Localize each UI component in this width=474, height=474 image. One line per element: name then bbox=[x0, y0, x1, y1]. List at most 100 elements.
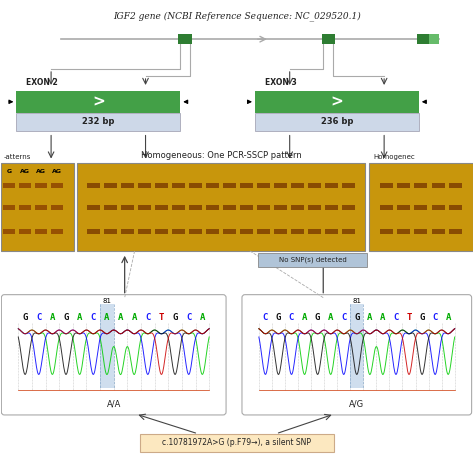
Bar bbox=[369, 164, 473, 251]
Bar bbox=[240, 205, 253, 210]
Text: G: G bbox=[419, 313, 425, 322]
Bar bbox=[449, 205, 462, 210]
Text: G: G bbox=[315, 313, 320, 322]
Bar bbox=[417, 34, 429, 44]
Bar bbox=[206, 205, 219, 210]
Text: AG: AG bbox=[20, 169, 30, 174]
Bar bbox=[240, 229, 253, 234]
Bar bbox=[104, 182, 117, 188]
Bar bbox=[308, 229, 321, 234]
Text: EXON 3: EXON 3 bbox=[265, 78, 297, 87]
Bar bbox=[380, 182, 393, 188]
FancyBboxPatch shape bbox=[1, 295, 226, 415]
Bar bbox=[397, 205, 410, 210]
Bar bbox=[206, 182, 219, 188]
Text: G: G bbox=[64, 313, 69, 322]
Bar bbox=[350, 304, 364, 388]
Bar bbox=[35, 205, 47, 210]
FancyBboxPatch shape bbox=[242, 295, 472, 415]
Bar bbox=[189, 182, 202, 188]
Bar bbox=[291, 182, 304, 188]
Text: A/G: A/G bbox=[349, 400, 365, 409]
Bar bbox=[51, 229, 63, 234]
Bar bbox=[223, 182, 236, 188]
Text: >: > bbox=[92, 94, 105, 109]
Bar bbox=[342, 182, 355, 188]
Bar bbox=[342, 205, 355, 210]
Bar bbox=[223, 229, 236, 234]
Bar bbox=[325, 182, 338, 188]
Bar bbox=[155, 229, 168, 234]
Bar bbox=[223, 205, 236, 210]
Bar bbox=[449, 229, 462, 234]
Text: C: C bbox=[263, 313, 268, 322]
Bar bbox=[274, 229, 287, 234]
Bar bbox=[414, 205, 428, 210]
Bar bbox=[257, 205, 270, 210]
Bar bbox=[432, 205, 445, 210]
Bar bbox=[308, 182, 321, 188]
Text: A: A bbox=[77, 313, 82, 322]
Text: 81: 81 bbox=[102, 298, 111, 304]
Bar bbox=[172, 182, 185, 188]
Bar bbox=[19, 229, 31, 234]
Text: A: A bbox=[50, 313, 55, 322]
Bar bbox=[432, 182, 445, 188]
Bar bbox=[88, 229, 100, 234]
Text: A: A bbox=[118, 313, 123, 322]
Text: Homogenec: Homogenec bbox=[373, 155, 415, 161]
Text: T: T bbox=[159, 313, 164, 322]
Bar bbox=[291, 205, 304, 210]
Text: EXON 2: EXON 2 bbox=[26, 78, 58, 87]
Text: A: A bbox=[131, 313, 137, 322]
Text: AG: AG bbox=[52, 169, 62, 174]
Bar bbox=[178, 34, 192, 44]
Bar bbox=[380, 205, 393, 210]
Text: A: A bbox=[380, 313, 385, 322]
Text: G: G bbox=[22, 313, 28, 322]
Bar bbox=[35, 229, 47, 234]
Text: A: A bbox=[328, 313, 333, 322]
Bar bbox=[257, 229, 270, 234]
Text: C: C bbox=[36, 313, 41, 322]
Bar bbox=[100, 304, 114, 388]
Bar bbox=[138, 205, 151, 210]
Text: 236 bp: 236 bp bbox=[321, 117, 353, 126]
Bar bbox=[397, 182, 410, 188]
Text: 81: 81 bbox=[352, 298, 361, 304]
Bar bbox=[3, 229, 15, 234]
Bar bbox=[380, 229, 393, 234]
Text: 232 bp: 232 bp bbox=[82, 117, 115, 126]
Bar bbox=[51, 182, 63, 188]
Bar bbox=[449, 182, 462, 188]
Bar bbox=[206, 229, 219, 234]
Bar bbox=[255, 113, 419, 131]
Bar bbox=[325, 205, 338, 210]
Bar bbox=[432, 229, 445, 234]
Text: -atterns: -atterns bbox=[3, 155, 31, 161]
Text: A: A bbox=[446, 313, 451, 322]
Bar bbox=[257, 182, 270, 188]
Bar bbox=[121, 182, 134, 188]
Text: T: T bbox=[406, 313, 412, 322]
Text: No SNP(s) detected: No SNP(s) detected bbox=[279, 256, 346, 263]
Bar bbox=[189, 229, 202, 234]
Text: c.10781972A>G (p.F79→), a silent SNP: c.10781972A>G (p.F79→), a silent SNP bbox=[163, 438, 311, 447]
Text: A: A bbox=[367, 313, 373, 322]
Text: AG: AG bbox=[36, 169, 46, 174]
Text: G: G bbox=[173, 313, 178, 322]
Text: Homogeneous: One PCR-SSCP pattern: Homogeneous: One PCR-SSCP pattern bbox=[141, 152, 301, 161]
Bar bbox=[3, 182, 15, 188]
Bar bbox=[414, 229, 428, 234]
Bar bbox=[104, 205, 117, 210]
Text: C: C bbox=[341, 313, 346, 322]
Bar bbox=[342, 229, 355, 234]
Bar bbox=[155, 182, 168, 188]
Bar bbox=[397, 229, 410, 234]
Text: A: A bbox=[104, 313, 109, 322]
Bar bbox=[274, 182, 287, 188]
Bar bbox=[140, 434, 334, 452]
Bar bbox=[3, 205, 15, 210]
Bar bbox=[172, 205, 185, 210]
Text: A: A bbox=[302, 313, 307, 322]
